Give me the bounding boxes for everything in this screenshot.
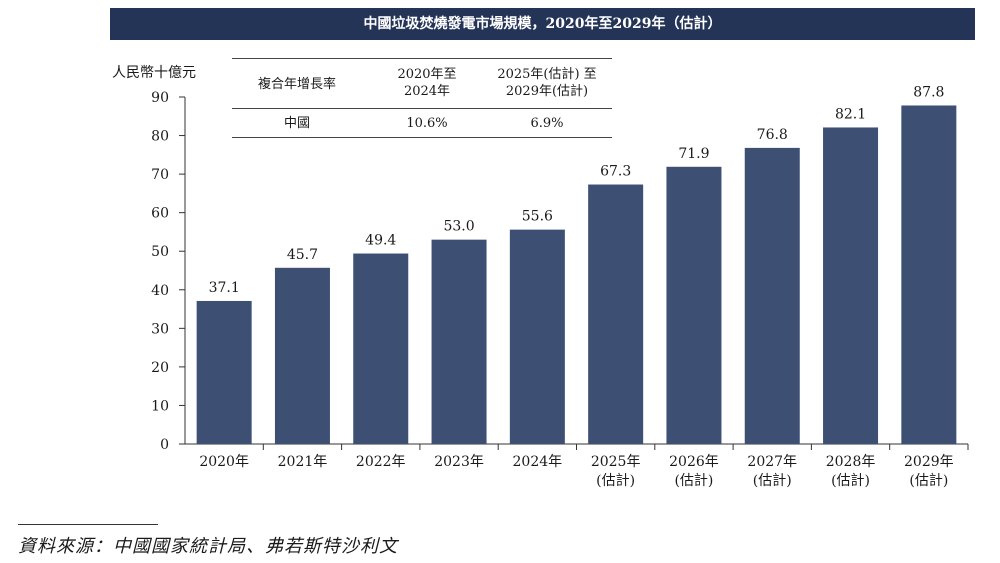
data-label: 82.1: [835, 106, 866, 122]
bar: [274, 267, 330, 444]
x-tick-label: 2028年: [826, 454, 876, 470]
data-label: 45.7: [287, 247, 318, 263]
cagr-table: 複合年增長率 2020年至 2024年 2025年(估計) 至 2029年(估計…: [232, 58, 612, 138]
x-tick-label: (估計): [753, 473, 792, 489]
y-tick-label: 50: [151, 244, 169, 260]
x-tick-label: 2023年: [434, 454, 484, 470]
x-tick-label: 2020年: [199, 454, 249, 470]
y-tick-label: 0: [160, 437, 169, 453]
bar: [196, 300, 252, 444]
x-tick-label: (估計): [674, 473, 713, 489]
x-tick-label: 2024年: [513, 454, 563, 470]
y-tick-label: 40: [151, 283, 169, 299]
x-tick-label: (估計): [596, 473, 635, 489]
data-label: 49.4: [365, 233, 396, 249]
y-axis-label: 人民幣十億元: [112, 65, 196, 81]
cagr-header-period-1: 2020年至 2024年: [397, 67, 457, 99]
x-tick-label: 2025年: [591, 454, 641, 470]
source-note: 資料來源：中國國家統計局、弗若斯特沙利文: [18, 536, 398, 557]
cagr-header-label: 複合年增長率: [257, 77, 336, 92]
bar: [744, 147, 800, 445]
y-tick-label: 80: [151, 129, 169, 145]
y-tick-label: 30: [151, 321, 169, 337]
x-tick-label: (估計): [831, 473, 870, 489]
x-tick-label: 2026年: [669, 454, 719, 470]
y-tick-label: 10: [151, 398, 169, 414]
x-tick-label: 2027年: [747, 454, 797, 470]
data-label: 37.1: [209, 280, 240, 296]
data-label: 67.3: [600, 164, 631, 180]
cagr-row-value-2: 6.9%: [530, 116, 564, 131]
y-tick-label: 60: [151, 206, 169, 222]
x-tick-label: (估計): [909, 473, 948, 489]
bar: [666, 166, 722, 444]
cagr-row-region: 中國: [283, 116, 310, 131]
x-tick-label: 2022年: [356, 454, 406, 470]
y-tick-label: 70: [151, 167, 169, 183]
cagr-row-value-1: 10.6%: [406, 116, 448, 131]
bar: [509, 229, 565, 444]
cagr-table-mid-rule: [232, 108, 612, 109]
data-label: 55.6: [522, 209, 553, 225]
data-label: 87.8: [913, 84, 944, 100]
bar: [901, 105, 957, 444]
chart-title: 中國垃圾焚燒發電市場規模，2020年至2029年（估計）: [110, 8, 975, 40]
data-label: 71.9: [678, 146, 709, 162]
cagr-table-top-rule: [232, 58, 612, 59]
cagr-table-bottom-rule: [232, 137, 612, 138]
x-tick-label: 2021年: [278, 454, 328, 470]
bar: [353, 253, 409, 444]
y-tick-label: 20: [151, 360, 169, 376]
data-label: 53.0: [443, 219, 474, 235]
bar: [823, 127, 879, 444]
source-divider: [18, 524, 158, 525]
data-label: 76.8: [757, 127, 788, 143]
y-tick-label: 90: [151, 90, 169, 106]
bar: [588, 184, 644, 444]
x-tick-label: 2029年: [904, 454, 954, 470]
cagr-header-period-2: 2025年(估計) 至 2029年(估計): [497, 67, 597, 99]
bar: [431, 239, 487, 444]
